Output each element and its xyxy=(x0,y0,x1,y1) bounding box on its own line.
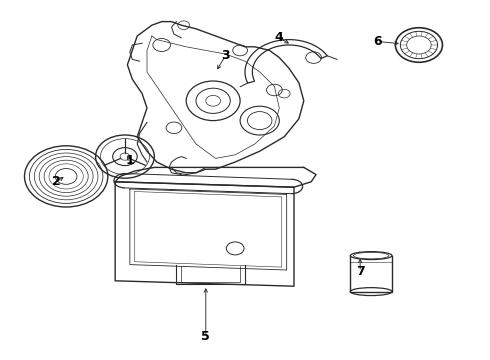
Text: 4: 4 xyxy=(275,31,284,44)
Text: 6: 6 xyxy=(373,35,382,48)
Text: 3: 3 xyxy=(221,49,230,62)
Text: 7: 7 xyxy=(356,265,365,278)
Text: 1: 1 xyxy=(125,154,134,167)
Text: 5: 5 xyxy=(201,330,210,343)
Text: 2: 2 xyxy=(52,175,61,188)
